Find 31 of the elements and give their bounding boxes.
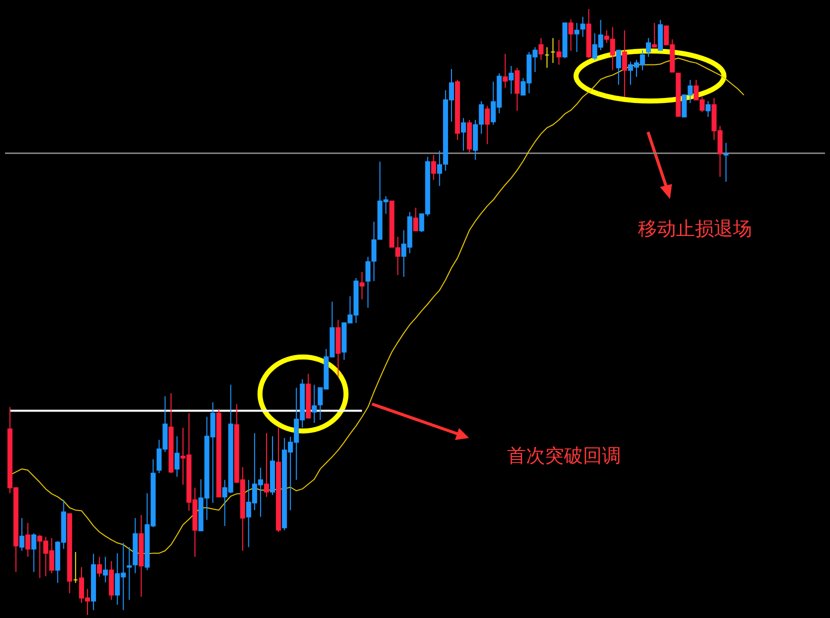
candlestick — [706, 100, 711, 118]
candlestick — [616, 50, 622, 86]
candlestick — [484, 105, 490, 145]
candlestick — [96, 556, 102, 578]
candlestick — [502, 53, 508, 88]
candlestick — [174, 436, 180, 478]
candlestick — [580, 16, 586, 38]
candlestick — [19, 518, 24, 552]
candlestick — [724, 142, 729, 182]
candlestick — [568, 18, 574, 52]
candlestick — [413, 207, 418, 232]
candlestick — [538, 38, 544, 60]
candlestick — [431, 154, 436, 180]
candlestick — [622, 30, 628, 98]
candlestick — [102, 556, 108, 583]
candlestick — [556, 39, 562, 66]
candlestick — [31, 532, 36, 572]
candlestick — [395, 236, 400, 276]
annotation: 首次突破回调 — [507, 444, 621, 469]
candlestick — [460, 118, 466, 152]
candlestick — [646, 38, 651, 58]
candlestick — [25, 522, 30, 558]
candlestick — [312, 384, 317, 424]
candlestick — [126, 546, 132, 600]
candlestick — [652, 22, 657, 48]
candlestick — [264, 432, 270, 498]
annotation: 移动止损退场 — [638, 217, 752, 242]
candlestick — [360, 272, 365, 300]
candlestick — [574, 22, 580, 53]
candlestick — [514, 67, 520, 112]
candlestick — [508, 65, 514, 94]
